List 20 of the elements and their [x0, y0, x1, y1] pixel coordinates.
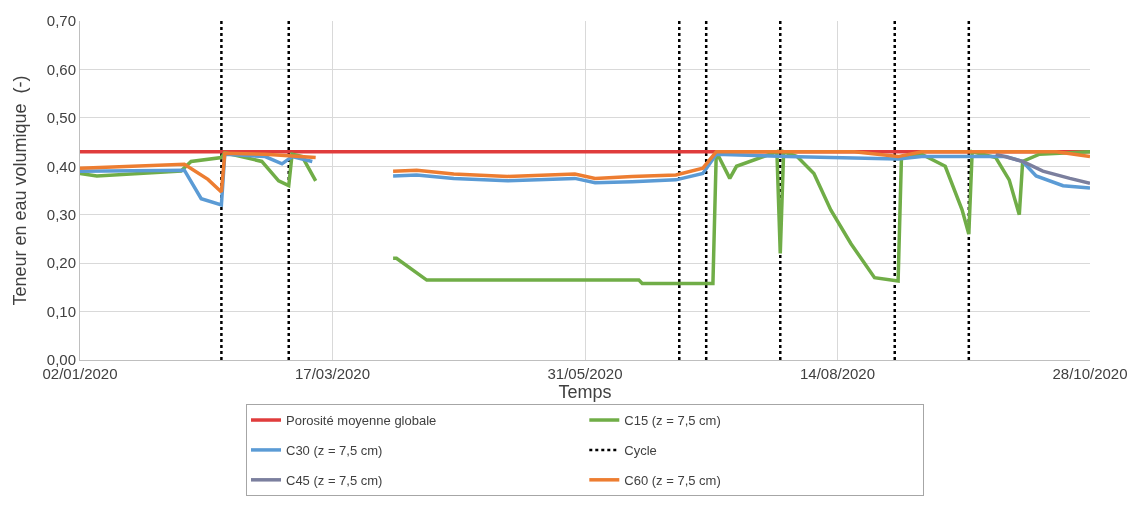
- y-tick-label: 0,10: [46, 302, 76, 320]
- legend-label: C45 (z = 7,5 cm): [286, 472, 383, 488]
- y-tick-label: 0,50: [46, 109, 76, 127]
- y-tick-label: 0,70: [46, 12, 76, 30]
- legend-label: C30 (z = 7,5 cm): [286, 442, 383, 458]
- x-tick-label: 14/08/2020: [799, 365, 876, 382]
- x-tick-label: 28/10/2020: [1052, 365, 1128, 382]
- legend-label: Cycle: [624, 442, 657, 458]
- legend-label: Porosité moyenne globale: [286, 413, 437, 429]
- y-tick-label: 0,20: [46, 254, 76, 272]
- y-tick-label: 0,40: [46, 157, 76, 175]
- y-tick-label: 0,60: [46, 60, 76, 78]
- line-series: [993, 152, 1090, 185]
- x-axis-title: Temps: [558, 382, 612, 402]
- legend-label: C60 (z = 7,5 cm): [624, 472, 721, 488]
- y-axis-title: Teneur en eau volumique (-): [10, 75, 30, 306]
- y-tick-label: 0,30: [46, 205, 76, 223]
- x-tick-label: 17/03/2020: [294, 365, 371, 382]
- legend-label: C15 (z = 7,5 cm): [624, 413, 721, 429]
- x-tick-label: 31/05/2020: [547, 365, 623, 382]
